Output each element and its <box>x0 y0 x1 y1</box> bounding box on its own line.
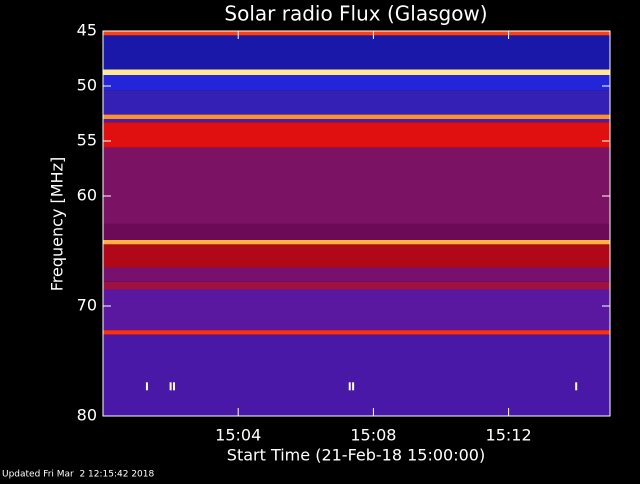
chart-title: Solar radio Flux (Glasgow) <box>224 2 487 26</box>
x-tick-label: 15:08 <box>350 426 396 445</box>
footer: Updated Fri Mar 2 12:15:42 2018 <box>2 470 155 480</box>
spectrum-band <box>103 75 610 91</box>
y-tick-label: 50 <box>77 76 97 95</box>
spectrum-band <box>103 122 610 148</box>
spectrum-band <box>103 334 610 416</box>
x-axis-label: Start Time (21-Feb-18 15:00:00) <box>227 446 485 465</box>
spectrum-band <box>103 69 610 75</box>
plot-frame <box>102 30 611 417</box>
burst <box>145 382 148 391</box>
spectrum-band <box>103 147 610 224</box>
y-tick-label: 55 <box>77 131 97 150</box>
y-axis-label: Frequency [MHz] <box>48 157 67 291</box>
spectrum-band <box>103 244 610 268</box>
spectrum-band <box>103 35 610 70</box>
burst <box>169 382 172 391</box>
spectrum-band <box>103 281 610 290</box>
spectrum-band <box>103 114 610 119</box>
spectrum-band <box>103 289 610 331</box>
spectrum-band <box>103 31 610 36</box>
x-tick-label: 15:12 <box>486 426 532 445</box>
spectrum-band <box>103 330 610 335</box>
burst <box>575 382 578 391</box>
y-tick-label: 70 <box>77 296 97 315</box>
y-tick-label: 80 <box>77 406 97 425</box>
burst <box>352 382 355 391</box>
spectrum-band <box>103 223 610 240</box>
spectrum-band <box>103 90 610 115</box>
x-tick-label: 15:04 <box>215 426 261 445</box>
spectrum-band <box>103 240 610 245</box>
burst <box>348 382 351 391</box>
y-tick-label: 60 <box>77 186 97 205</box>
burst <box>172 382 175 391</box>
y-tick-label: 45 <box>77 21 97 40</box>
spectrum-band <box>103 119 610 123</box>
spectrum-band <box>103 267 610 282</box>
